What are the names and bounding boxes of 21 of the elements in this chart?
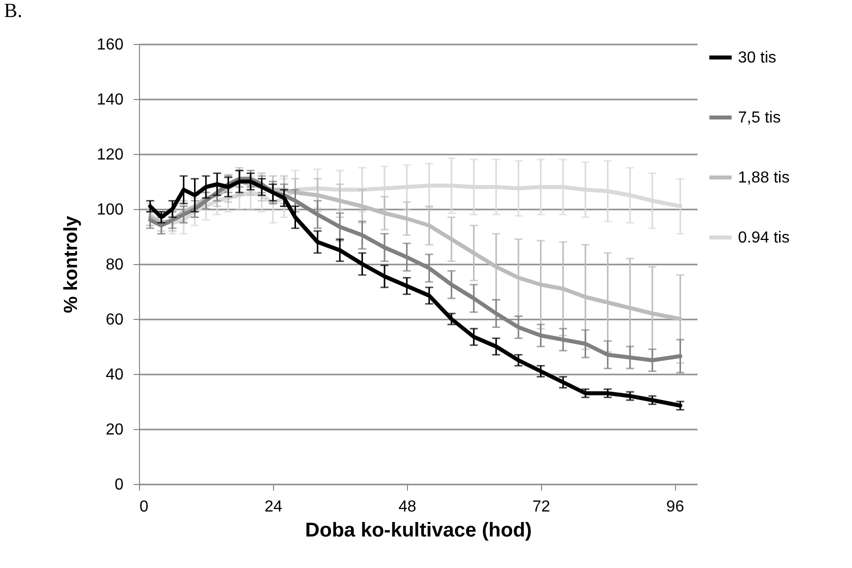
y-tick-label: 160 [96, 36, 124, 54]
text: B. [4, 0, 22, 22]
legend-label: 30 tis [738, 50, 776, 66]
x-tick-label: 0 [140, 498, 148, 516]
legend-label: 7,5 tis [738, 110, 781, 126]
x-tick-label: 72 [532, 498, 550, 516]
y-tick-label: 60 [106, 312, 124, 328]
y-axis-title: % kontroly [60, 216, 82, 314]
y-tick-label: 20 [106, 422, 124, 438]
y-tick-label: 120 [96, 146, 124, 164]
x-tick-label: 24 [264, 498, 282, 516]
y-tick-label: 40 [106, 366, 124, 384]
x-tick-label: 48 [398, 498, 416, 516]
x-axis-title: Doba ko-kultivace (hod) [305, 520, 532, 542]
y-tick-label: 100 [96, 202, 124, 218]
y-tick-label: 140 [96, 92, 124, 108]
y-tick-label: 80 [106, 256, 124, 274]
y-tick-label: 0 [114, 476, 124, 494]
x-tick-label: 96 [666, 498, 684, 516]
legend-label: 0.94 tis [738, 230, 790, 246]
legend-label: 1,88 tis [738, 170, 790, 186]
